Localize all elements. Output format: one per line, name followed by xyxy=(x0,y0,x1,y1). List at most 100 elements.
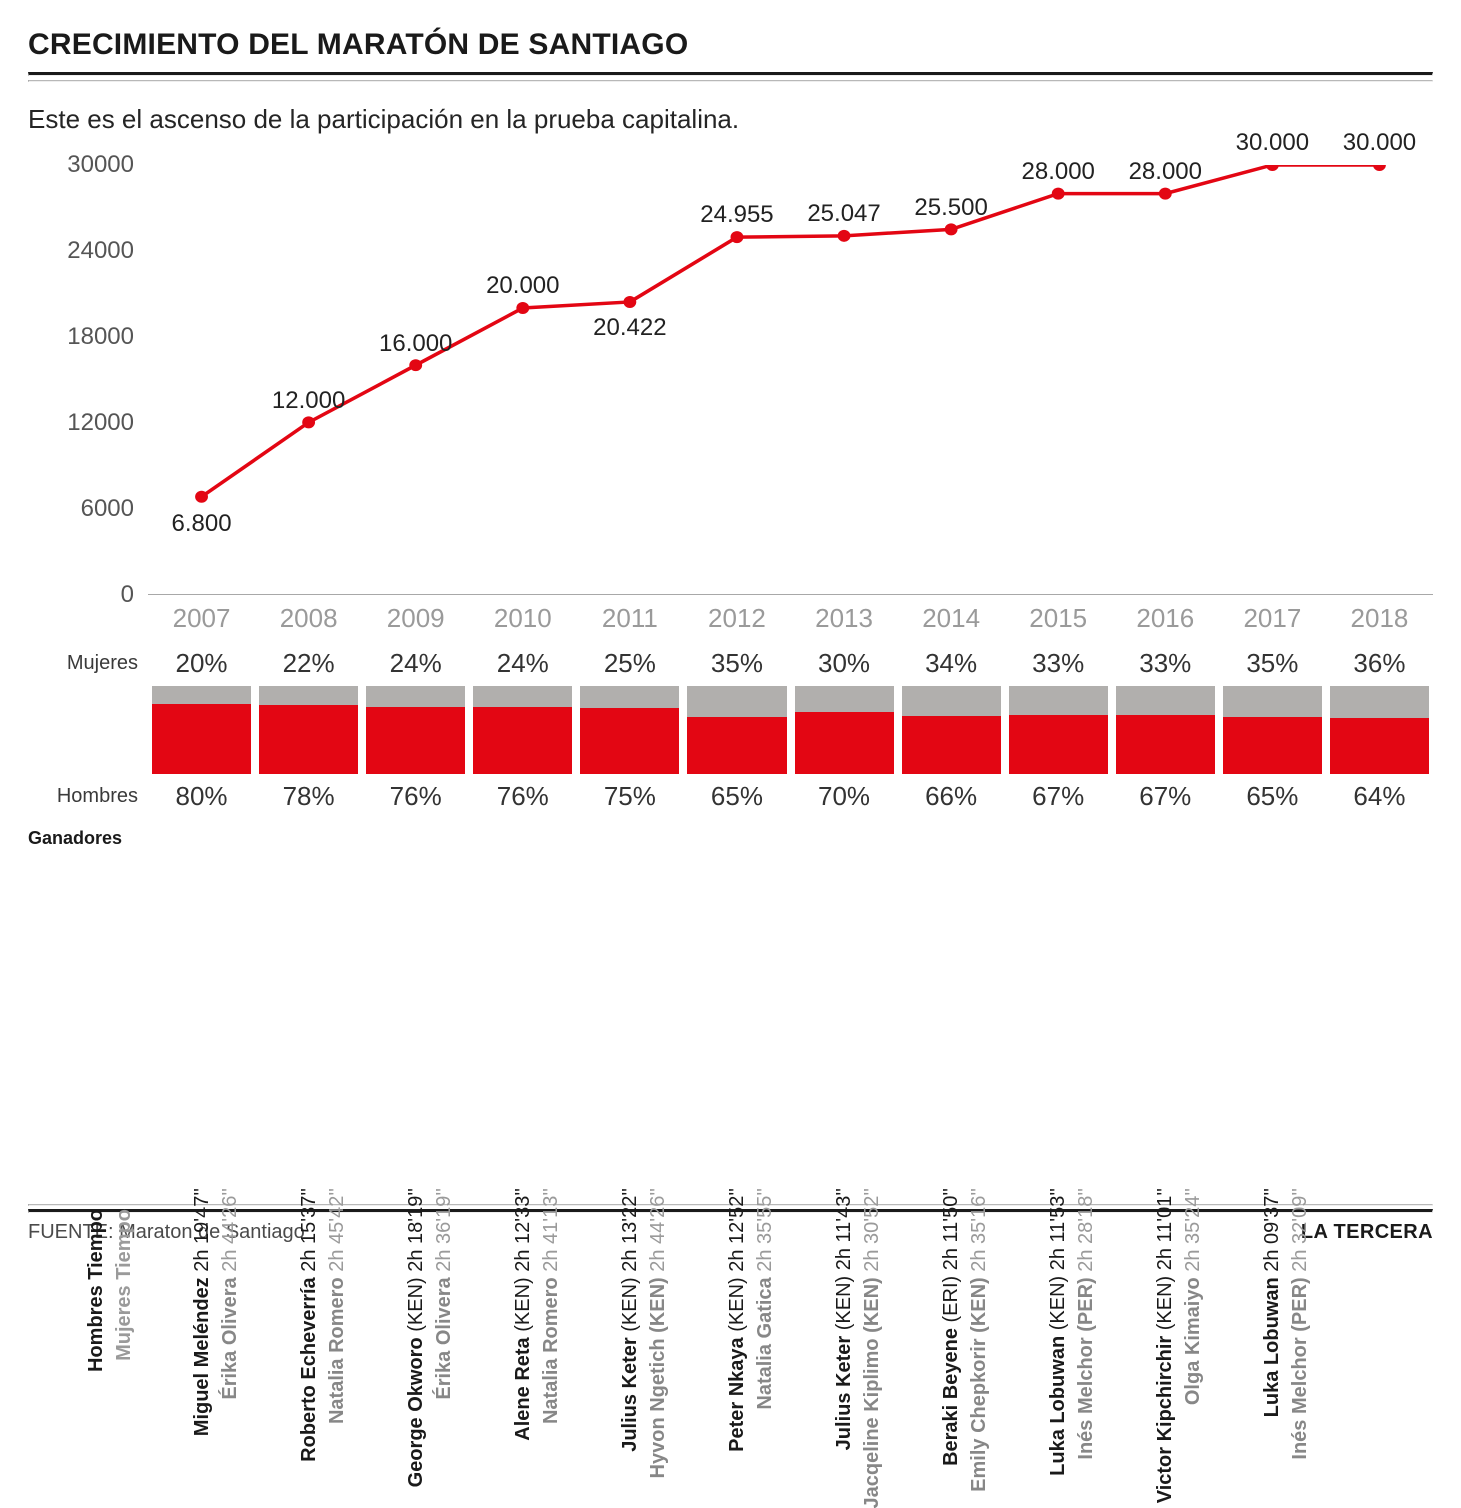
label-mujeres-tiempo: Mujeres Tiempo xyxy=(112,1209,136,1361)
series-marker xyxy=(516,302,529,314)
hombres-pct: 75% xyxy=(576,775,683,818)
winner-female: Inés Melchor (PER) 2h 32'09'' xyxy=(1288,1188,1312,1460)
mujeres-pct: 34% xyxy=(898,642,1005,685)
winner-female: Jacqeline Kiplimo (KEN) 2h 30'52'' xyxy=(860,1188,884,1508)
stack-hombres xyxy=(687,717,786,774)
winners-column: George Okworo (KEN) 2h 18'19''Érika Oliv… xyxy=(362,818,469,1198)
mujeres-pct: 25% xyxy=(576,642,683,685)
series-marker xyxy=(1052,188,1065,200)
gender-stack-bar xyxy=(258,685,359,775)
stack-hombres xyxy=(152,704,251,774)
stack-mujeres xyxy=(152,686,251,704)
series-marker xyxy=(1266,165,1279,171)
y-tick: 12000 xyxy=(67,409,134,437)
value-label: 28.000 xyxy=(1129,158,1202,186)
hombres-pct: 67% xyxy=(1005,775,1112,818)
y-tick: 30000 xyxy=(67,151,134,179)
stack-mujeres xyxy=(366,686,465,707)
stack-hombres xyxy=(473,707,572,774)
mujeres-pct: 24% xyxy=(362,642,469,685)
winners-column: Victor Kipchirchir (KEN) 2h 11'01''Olga … xyxy=(1112,818,1219,1198)
gender-stack-bar xyxy=(365,685,466,775)
value-label: 25.047 xyxy=(807,200,880,228)
mujeres-pct: 36% xyxy=(1326,642,1433,685)
stack-mujeres xyxy=(902,686,1001,716)
stack-mujeres xyxy=(1009,686,1108,715)
year-label: 2009 xyxy=(362,595,469,642)
mujeres-pct: 33% xyxy=(1005,642,1112,685)
winners-column: Luka Lobuwan (KEN) 2h 11'53''Inés Melcho… xyxy=(1005,818,1112,1198)
stack-hombres xyxy=(1223,717,1322,774)
winner-female: Natalia Gatica 2h 35'55'' xyxy=(753,1188,777,1410)
mujeres-pct: 33% xyxy=(1112,642,1219,685)
winner-female: Natalia Romero 2h 41'13'' xyxy=(539,1188,563,1424)
y-tick: 24000 xyxy=(67,237,134,265)
y-tick: 6000 xyxy=(81,495,134,523)
gender-stack-bar xyxy=(151,685,252,775)
mujeres-pct: 35% xyxy=(1219,642,1326,685)
value-label: 16.000 xyxy=(379,330,452,358)
stack-mujeres xyxy=(795,686,894,712)
value-label: 20.422 xyxy=(593,314,666,342)
winner-male: Victor Kipchirchir (KEN) 2h 11'01'' xyxy=(1153,1188,1177,1503)
stack-hombres xyxy=(259,705,358,774)
winner-male: Beraki Beyene (ERI) 2h 11'50'' xyxy=(939,1188,963,1466)
stack-hombres xyxy=(1330,718,1429,774)
winners-column: Julius Keter (KEN) 2h 13'22''Hyvon Ngeti… xyxy=(576,818,683,1198)
stack-mujeres xyxy=(687,686,786,717)
gender-stack-bar xyxy=(579,685,680,775)
winner-female: Emily Chepkorir (KEN) 2h 35'16'' xyxy=(967,1188,991,1492)
rule-top xyxy=(28,72,1433,76)
stack-mujeres xyxy=(1223,686,1322,717)
series-marker xyxy=(731,231,744,243)
mujeres-pct: 35% xyxy=(683,642,790,685)
stack-hombres xyxy=(1009,715,1108,774)
data-grid: 0600012000180002400030000 6.80012.00016.… xyxy=(28,165,1433,1198)
year-label: 2017 xyxy=(1219,595,1326,642)
winner-male: Julius Keter (KEN) 2h 13'22'' xyxy=(618,1188,642,1452)
winners-column: Alene Reta (KEN) 2h 12'33''Natalia Romer… xyxy=(469,818,576,1198)
hombres-pct: 65% xyxy=(1219,775,1326,818)
value-label: 28.000 xyxy=(1022,158,1095,186)
winners-column xyxy=(1326,818,1433,1198)
hombres-pct: 65% xyxy=(683,775,790,818)
winner-male: Miguel Meléndez 2h 19'47'' xyxy=(190,1188,214,1436)
stack-hombres xyxy=(795,712,894,774)
winner-male: Julius Keter (KEN) 2h 11'43'' xyxy=(832,1188,856,1450)
winner-male: Peter Nkaya (KEN) 2h 12'52'' xyxy=(725,1188,749,1452)
winner-female: Hyvon Ngetich (KEN) 2h 44'26'' xyxy=(646,1188,670,1478)
winner-female: Érika Olivera 2h 36'19'' xyxy=(432,1188,456,1400)
winners-column: Julius Keter (KEN) 2h 11'43''Jacqeline K… xyxy=(791,818,898,1198)
mujeres-pct: 22% xyxy=(255,642,362,685)
series-marker xyxy=(1373,165,1386,171)
hombres-pct: 80% xyxy=(148,775,255,818)
gender-stack-bar xyxy=(1008,685,1109,775)
year-label: 2010 xyxy=(469,595,576,642)
y-tick: 18000 xyxy=(67,323,134,351)
series-marker xyxy=(838,230,851,242)
gender-stack-bar xyxy=(472,685,573,775)
label-hombres-tiempo: Hombres Tiempo xyxy=(84,1209,108,1372)
hombres-pct: 70% xyxy=(791,775,898,818)
winner-male: Alene Reta (KEN) 2h 12'33'' xyxy=(511,1188,535,1441)
year-label: 2007 xyxy=(148,595,255,642)
label-hombres: Hombres xyxy=(28,785,148,808)
stack-hombres xyxy=(1116,715,1215,774)
value-label: 12.000 xyxy=(272,387,345,415)
winners-column: Peter Nkaya (KEN) 2h 12'52''Natalia Gati… xyxy=(683,818,790,1198)
winner-female: Inés Melchor (PER) 2h 28'18'' xyxy=(1074,1188,1098,1460)
brand-label: LA TERCERA xyxy=(1301,1221,1433,1244)
value-label: 20.000 xyxy=(486,272,559,300)
mujeres-pct: 20% xyxy=(148,642,255,685)
stack-mujeres xyxy=(473,686,572,707)
series-marker xyxy=(945,223,958,235)
y-tick: 0 xyxy=(121,581,134,609)
gender-stack-bar xyxy=(794,685,895,775)
gender-stack-bar xyxy=(1115,685,1216,775)
subtitle: Este es el ascenso de la participación e… xyxy=(28,104,1433,135)
mujeres-pct: 24% xyxy=(469,642,576,685)
stack-mujeres xyxy=(1330,686,1429,718)
winner-female: Natalia Romero 2h 45'42'' xyxy=(325,1188,349,1424)
gender-stack-bar xyxy=(1222,685,1323,775)
winners-column: Luka Lobuwan 2h 09'37''Inés Melchor (PER… xyxy=(1219,818,1326,1198)
